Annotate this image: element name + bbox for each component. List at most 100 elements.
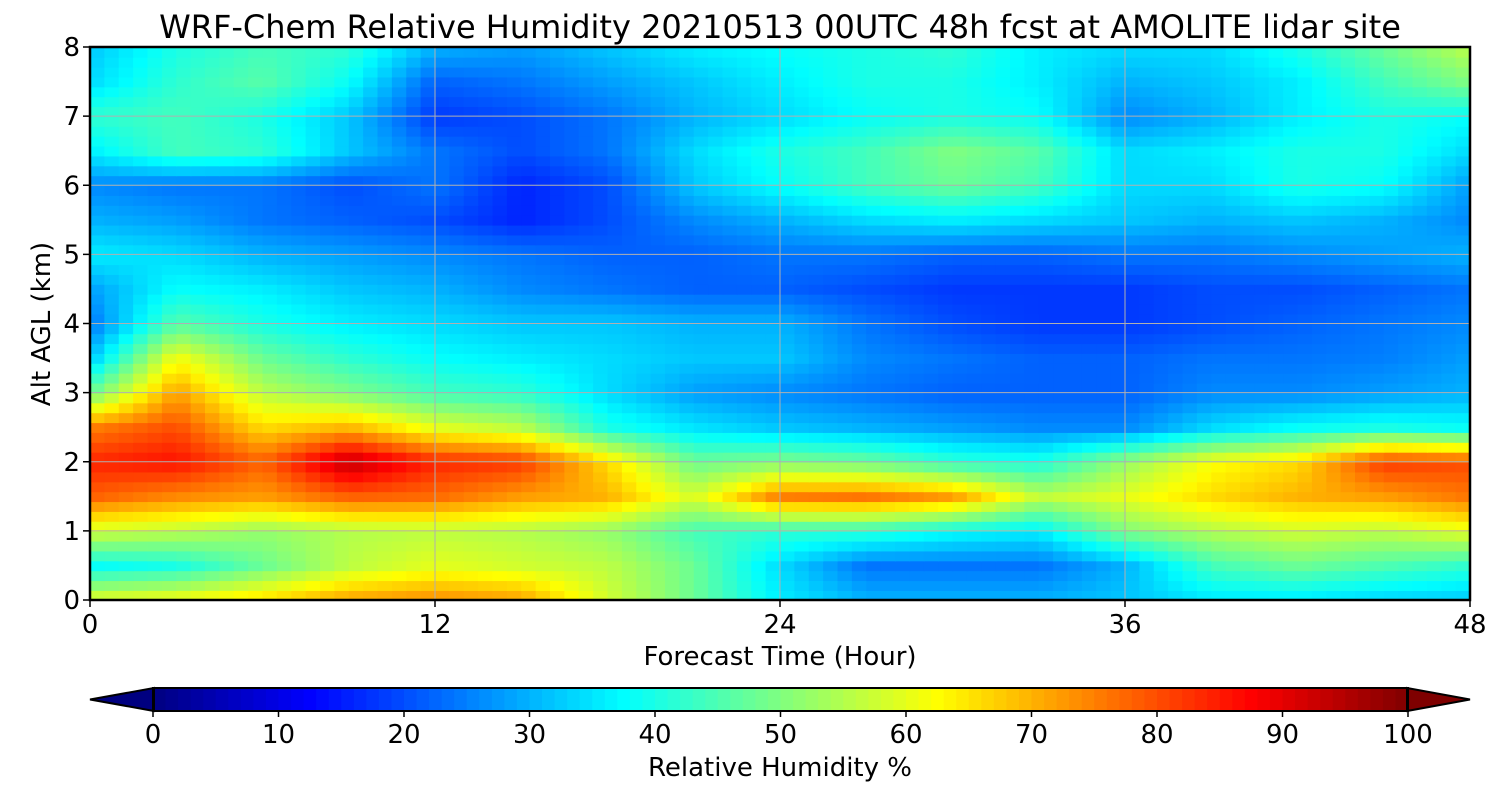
heatmap-cell (1024, 590, 1040, 600)
heatmap-cell (1024, 580, 1040, 591)
heatmap-cell (765, 116, 781, 127)
heatmap-cell (406, 254, 422, 266)
heatmap-cell (463, 185, 479, 196)
heatmap-cell (420, 175, 436, 187)
heatmap-cell (248, 540, 264, 552)
heatmap-cell (550, 234, 566, 246)
heatmap-cell (952, 560, 968, 572)
heatmap-cell (391, 550, 408, 562)
heatmap-cell (693, 590, 709, 600)
heatmap-cell (866, 461, 882, 473)
heatmap-cell (406, 550, 422, 562)
heatmap-cell (1139, 412, 1155, 424)
heatmap-cell (1168, 145, 1184, 157)
heatmap-cell (1369, 323, 1385, 335)
heatmap-cell (1168, 333, 1184, 345)
heatmap-cell (377, 461, 393, 473)
heatmap-cell (1081, 274, 1098, 285)
heatmap-cell (851, 333, 868, 345)
heatmap-cell (90, 442, 106, 453)
heatmap-cell (952, 284, 968, 295)
heatmap-cell (190, 323, 206, 335)
heatmap-cell (420, 323, 436, 335)
heatmap-cell (665, 293, 681, 305)
heatmap-cell (1268, 432, 1284, 443)
heatmap-cell (1326, 471, 1342, 483)
heatmap-cell (1369, 126, 1385, 137)
heatmap-cell (248, 372, 264, 384)
heatmap-cell (751, 540, 767, 552)
heatmap-cell (1326, 442, 1342, 453)
heatmap-cell (995, 392, 1011, 404)
heatmap-cell (118, 86, 134, 98)
heatmap-cell (765, 402, 781, 414)
heatmap-cell (1340, 402, 1356, 414)
heatmap-cell (506, 471, 523, 483)
heatmap-cell (90, 471, 106, 483)
heatmap-cell (1426, 145, 1443, 157)
heatmap-cell (1125, 580, 1141, 591)
heatmap-cell (521, 422, 537, 433)
heatmap-cell (1340, 501, 1356, 512)
heatmap-cell (1297, 175, 1313, 187)
heatmap-cell (1455, 96, 1470, 108)
heatmap-cell (320, 570, 336, 582)
heatmap-cell (147, 205, 163, 216)
heatmap-cell (679, 491, 695, 503)
heatmap-cell (679, 106, 695, 117)
heatmap-cell (1369, 451, 1385, 463)
heatmap-cell (1340, 422, 1356, 433)
heatmap-cell (1398, 353, 1414, 364)
heatmap-cell (751, 244, 767, 256)
heatmap-cell (320, 313, 336, 325)
heatmap-cell (1268, 481, 1284, 493)
heatmap-cell (1139, 451, 1155, 463)
heatmap-cell (435, 234, 451, 246)
heatmap-cell (1455, 135, 1470, 147)
heatmap-cell (492, 323, 508, 335)
heatmap-cell (794, 511, 810, 522)
heatmap-cell (1297, 214, 1313, 226)
heatmap-cell (722, 530, 738, 542)
heatmap-cell (1182, 214, 1198, 226)
heatmap-cell (650, 303, 666, 315)
heatmap-cell (765, 86, 781, 98)
heatmap-cell (952, 96, 968, 108)
heatmap-cell (966, 530, 983, 542)
heatmap-cell (1038, 106, 1054, 117)
heatmap-cell (923, 392, 939, 404)
heatmap-cell (1211, 333, 1227, 345)
heatmap-cell (1153, 155, 1169, 167)
heatmap-cell (837, 491, 853, 503)
heatmap-cell (1426, 155, 1443, 167)
heatmap-cell (449, 451, 465, 463)
heatmap-cell (851, 501, 868, 512)
heatmap-cell (248, 333, 264, 345)
heatmap-cell (1053, 234, 1069, 246)
heatmap-cell (334, 333, 350, 345)
heatmap-cell (463, 580, 479, 591)
heatmap-cell (708, 442, 724, 453)
heatmap-cell (923, 165, 939, 177)
heatmap-cell (1398, 501, 1414, 512)
heatmap-cell (679, 570, 695, 582)
heatmap-cell (751, 521, 767, 532)
heatmap-cell (851, 402, 868, 414)
heatmap-cell (636, 274, 652, 285)
heatmap-cell (190, 234, 206, 246)
heatmap-cell (176, 165, 192, 177)
heatmap-cell (248, 155, 264, 167)
heatmap-cell (1168, 234, 1184, 246)
heatmap-cell (535, 550, 551, 562)
heatmap-cell (1010, 560, 1026, 572)
heatmap-cell (506, 501, 523, 512)
heatmap-cell (895, 392, 911, 404)
heatmap-cell (521, 590, 537, 600)
heatmap-cell (205, 521, 221, 532)
heatmap-cell (205, 550, 221, 562)
heatmap-cell (248, 422, 264, 433)
heatmap-cell (118, 224, 134, 236)
heatmap-cell (621, 392, 638, 404)
heatmap-cell (1311, 511, 1328, 522)
heatmap-cell (262, 481, 278, 493)
